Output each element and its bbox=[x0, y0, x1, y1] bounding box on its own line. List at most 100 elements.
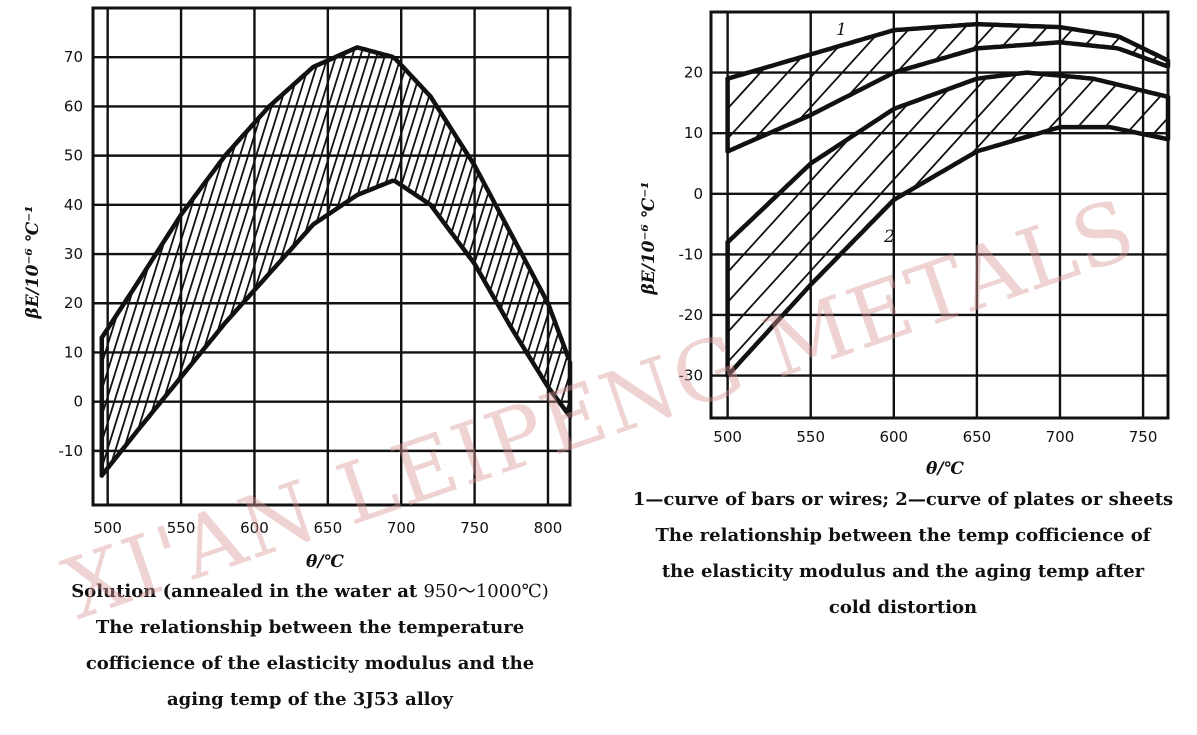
x-tick-label: 650 bbox=[314, 519, 343, 537]
y-tick-label: -30 bbox=[679, 367, 704, 385]
hatch-line bbox=[1001, 24, 1023, 47]
left-plot-frame bbox=[91, 6, 572, 507]
left-caption-line-2: The relationship between the temperature bbox=[95, 617, 525, 638]
hatch-line bbox=[433, 137, 458, 209]
hatch-line bbox=[163, 130, 249, 397]
hatch-line bbox=[136, 158, 224, 431]
x-tick-label: 800 bbox=[534, 519, 563, 537]
hatch-line bbox=[189, 105, 273, 366]
y-tick-label: 20 bbox=[684, 64, 703, 82]
hatch-line bbox=[110, 195, 196, 462]
y-tick-label: 20 bbox=[64, 294, 83, 312]
hatch-line bbox=[336, 55, 386, 207]
x-tick-label: 700 bbox=[387, 519, 416, 537]
left-caption-line-1-bold: Solution (annealed in the water at bbox=[71, 581, 424, 602]
band-1-upper-curve bbox=[725, 21, 1169, 81]
left-grid bbox=[93, 8, 570, 505]
y-tick-label: 50 bbox=[64, 147, 83, 165]
hatch-line bbox=[278, 53, 346, 263]
hatch-line bbox=[413, 113, 441, 195]
hatch-line bbox=[726, 67, 766, 110]
hatch-line bbox=[100, 214, 182, 468]
hatch-line bbox=[896, 25, 940, 73]
x-tick-label: 500 bbox=[93, 519, 122, 537]
hatch-line bbox=[537, 321, 555, 370]
hatch-line bbox=[726, 88, 950, 333]
hatch-line bbox=[266, 56, 337, 275]
hatch-line bbox=[123, 177, 210, 447]
hatch-line bbox=[100, 265, 150, 416]
hatch-line bbox=[515, 277, 536, 336]
x-tick-label: 750 bbox=[460, 519, 489, 537]
hatch-line bbox=[548, 344, 564, 387]
y-tick-label: 30 bbox=[64, 245, 83, 263]
hatch-line bbox=[393, 90, 424, 181]
hatch-line bbox=[726, 136, 852, 273]
series-1-label: 1 bbox=[836, 20, 847, 40]
y-tick-label: -20 bbox=[679, 306, 704, 324]
chart-right: 500 550 600 650 700 750 20 10 0 -10 -20 -30 1 2 θ/… bbox=[639, 10, 1171, 479]
hatch-line bbox=[400, 97, 430, 184]
y-tick-label: -10 bbox=[59, 442, 84, 460]
hatch-line bbox=[521, 287, 541, 343]
hatch-line bbox=[1127, 94, 1163, 132]
y-tick-label: 10 bbox=[684, 124, 703, 142]
hatch-line bbox=[542, 334, 559, 380]
band-1-lower-curve bbox=[725, 40, 1169, 154]
y-tick-label: 60 bbox=[64, 97, 83, 115]
hatch-line bbox=[241, 65, 318, 303]
band-2-upper-curve bbox=[725, 70, 1169, 245]
hatch-line bbox=[968, 74, 1045, 157]
x-tick-label: 750 bbox=[1129, 428, 1158, 446]
chart-left: 500 550 600 650 700 750 800 70 60 50 40 30 20 10 0 -10… bbox=[23, 6, 573, 572]
hatch-line bbox=[726, 102, 910, 303]
left-caption-line-1-range: 950～1000℃) bbox=[423, 581, 549, 602]
right-caption-line-3: the elasticity modulus and the aging tem… bbox=[661, 561, 1145, 582]
hatch-line bbox=[407, 103, 436, 188]
hatch-line bbox=[970, 24, 996, 51]
left-caption-line-1: Solution (annealed in the water at 950～1… bbox=[20, 574, 600, 610]
hatch-line bbox=[1103, 89, 1140, 129]
band-1-lower-curve bbox=[99, 178, 571, 478]
hatch-line bbox=[752, 45, 840, 141]
hatch-line bbox=[531, 307, 551, 363]
hatch-line bbox=[1076, 83, 1118, 128]
hatch-line bbox=[1008, 75, 1071, 143]
right-caption-line-1: 1—curve of bars or wires; 2—curve of pla… bbox=[632, 489, 1174, 510]
hatch-line bbox=[489, 231, 510, 290]
left-x-axis-label: θ/℃ bbox=[306, 552, 345, 572]
x-tick-label: 550 bbox=[167, 519, 196, 537]
x-tick-label: 600 bbox=[240, 519, 269, 537]
hatch-line bbox=[483, 221, 505, 283]
left-caption-line-4: aging temp of the 3J53 alloy bbox=[167, 689, 453, 710]
x-tick-label: 500 bbox=[713, 428, 742, 446]
hatch-line bbox=[478, 211, 500, 273]
right-caption-line-2: The relationship between the temp coffic… bbox=[655, 525, 1151, 546]
left-hatch-band bbox=[100, 47, 570, 468]
hatch-line bbox=[1030, 26, 1049, 45]
left-y-axis-label: βE/10⁻⁶ ℃⁻¹ bbox=[23, 205, 43, 319]
hatch-line bbox=[228, 74, 307, 319]
hatch-line bbox=[325, 52, 379, 216]
hatch-line bbox=[346, 56, 394, 201]
x-tick-label: 550 bbox=[796, 428, 825, 446]
hatch-line bbox=[384, 83, 418, 184]
right-y-axis-label: βE/10⁻⁶ ℃⁻¹ bbox=[639, 181, 659, 295]
hatch-line bbox=[505, 261, 525, 316]
hatch-line bbox=[846, 28, 910, 98]
hatch-line bbox=[526, 297, 546, 353]
x-tick-label: 600 bbox=[879, 428, 908, 446]
hatch-line bbox=[366, 69, 406, 189]
hatch-line bbox=[499, 251, 520, 310]
hatch-line bbox=[473, 201, 495, 263]
x-tick-label: 700 bbox=[1046, 428, 1075, 446]
hatch-line bbox=[933, 24, 969, 62]
right-plot-frame bbox=[709, 10, 1170, 420]
hatch-line bbox=[253, 62, 327, 291]
y-tick-label: -10 bbox=[679, 245, 704, 263]
right-y-tick-labels: 20 10 0 -10 -20 -30 bbox=[679, 64, 704, 385]
hatch-line bbox=[461, 184, 484, 249]
left-caption-line-3: cofficience of the elasticity modulus an… bbox=[85, 653, 535, 674]
series-2-label: 2 bbox=[883, 227, 895, 247]
